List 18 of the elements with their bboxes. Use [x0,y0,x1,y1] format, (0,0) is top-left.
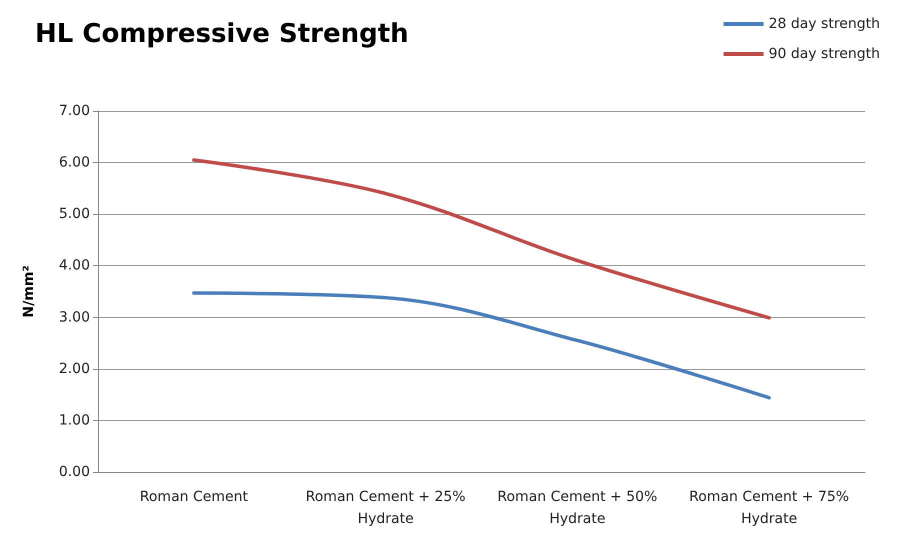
line-series [192,158,771,320]
y-tick-label: 5.00 [58,206,90,222]
x-tick-label: Roman Cement [140,489,248,505]
legend-label: 90 day strength [768,46,880,62]
y-tick-label: 7.00 [58,103,90,119]
y-tick-label: 4.00 [58,258,90,274]
x-tick-label: Roman Cement + 25% Hydrate [306,489,466,527]
y-tick-label: 1.00 [58,412,90,428]
x-tick-label: Roman Cement + 50% Hydrate [497,489,658,527]
legend-label: 28 day strength [768,16,880,32]
y-tick-label: 0.00 [58,464,90,480]
x-tick-label: Roman Cement + 75% Hydrate [689,489,850,527]
line-series [192,291,771,400]
y-tick-label: 3.00 [58,309,90,326]
chart-title: HL Compressive Strength [35,19,409,49]
y-tick-label: 6.00 [58,154,90,171]
y-axis-title: N/mm² [21,265,37,318]
y-tick-label: 2.00 [58,360,90,377]
